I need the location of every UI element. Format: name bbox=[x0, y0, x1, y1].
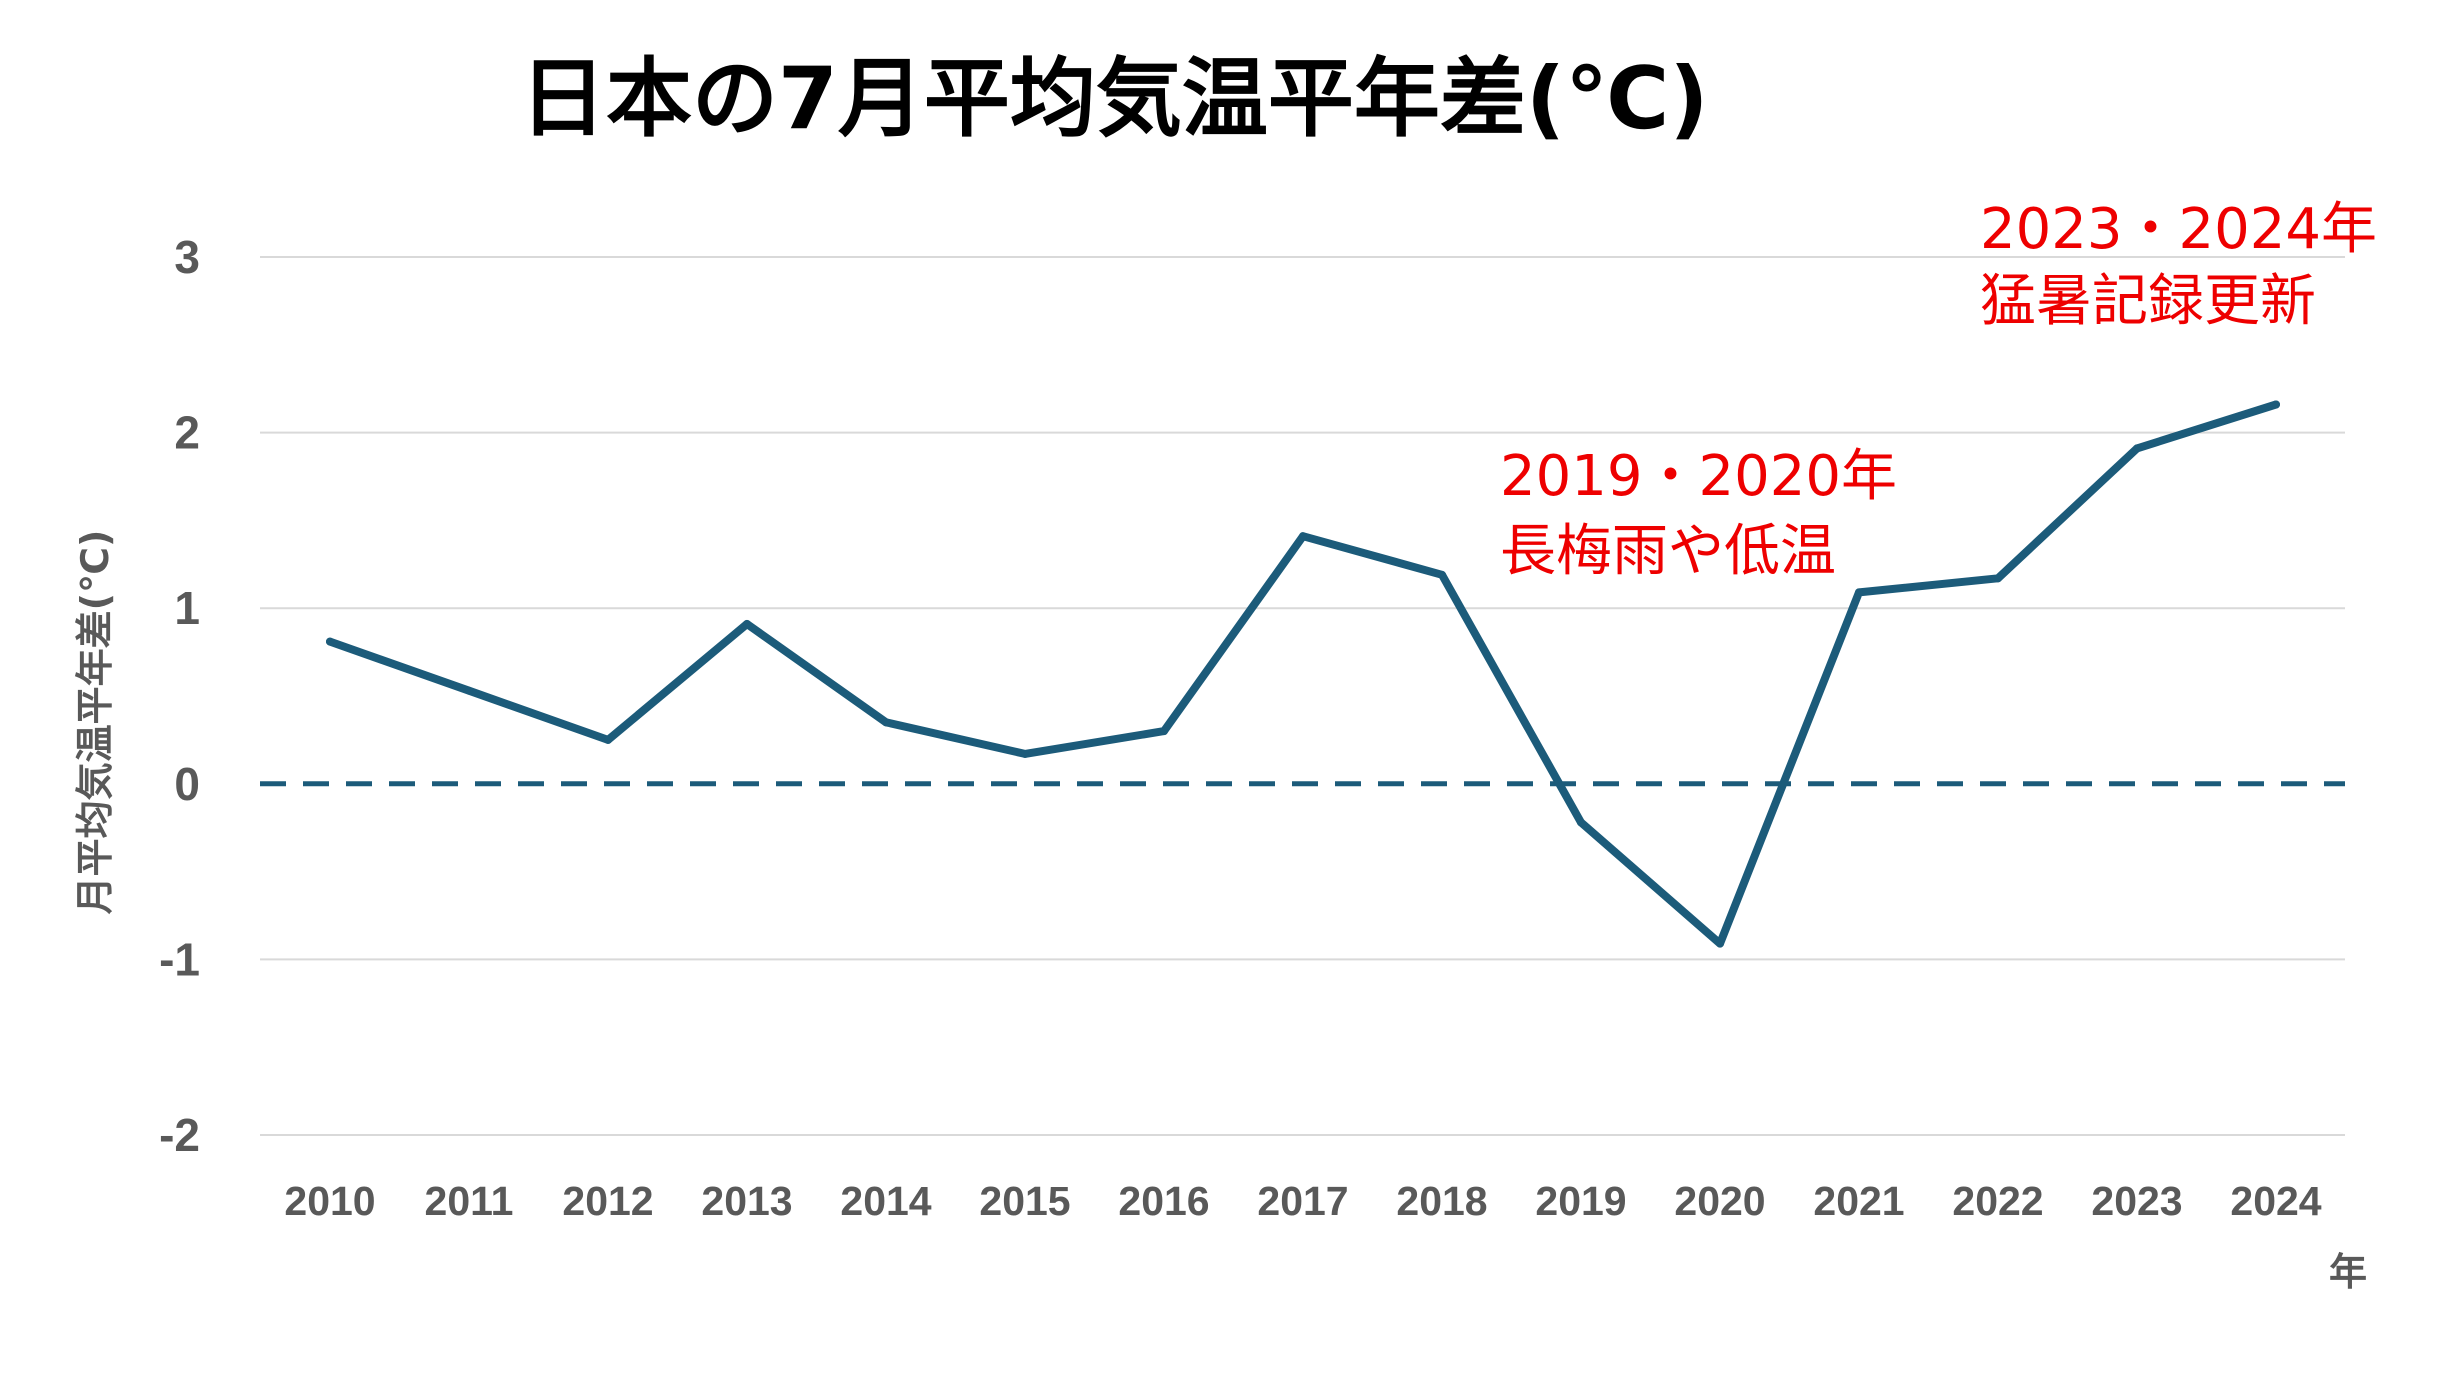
data-point-2014 bbox=[882, 718, 890, 727]
data-point-2016 bbox=[1160, 727, 1168, 736]
x-tick-label: 2015 bbox=[979, 1178, 1070, 1224]
x-tick-label: 2022 bbox=[1952, 1178, 2043, 1224]
x-tick-label: 2011 bbox=[425, 1178, 514, 1224]
x-tick-label: 2019 bbox=[1535, 1178, 1626, 1224]
data-point-2019 bbox=[1577, 818, 1585, 827]
annotation-rainy-season-line1: 2019・2020年 bbox=[1500, 444, 1897, 509]
data-point-2022 bbox=[1994, 574, 2002, 583]
data-point-2020 bbox=[1716, 939, 1724, 948]
data-point-2024 bbox=[2272, 400, 2280, 409]
x-tick-label: 2014 bbox=[840, 1178, 931, 1224]
data-point-2015 bbox=[1021, 749, 1029, 758]
data-point-2012 bbox=[604, 735, 612, 744]
series-line bbox=[326, 400, 2280, 948]
data-point-2021 bbox=[1855, 588, 1863, 597]
annotation-rainy-season-line2: 長梅雨や低温 bbox=[1500, 519, 1836, 584]
y-axis-ticks: 3 2 1 0 -1 -2 bbox=[159, 231, 200, 1161]
chart-title: 日本の7月平均気温平年差(℃) bbox=[520, 49, 1709, 149]
y-tick-label: 0 bbox=[174, 758, 200, 810]
annotation-heat-record-line1: 2023・2024年 bbox=[1980, 197, 2377, 262]
series-layer bbox=[326, 400, 2280, 948]
y-tick-label: -1 bbox=[159, 933, 200, 985]
x-tick-label: 2012 bbox=[562, 1178, 653, 1224]
x-tick-label: 2018 bbox=[1396, 1178, 1487, 1224]
y-tick-label: 1 bbox=[174, 582, 200, 634]
gridlines bbox=[260, 256, 2345, 1136]
x-tick-label: 2010 bbox=[284, 1178, 375, 1224]
data-point-2013 bbox=[743, 620, 751, 629]
data-point-2010 bbox=[326, 637, 334, 646]
x-tick-label: 2016 bbox=[1118, 1178, 1209, 1224]
x-tick-label: 2017 bbox=[1257, 1178, 1348, 1224]
y-tick-label: 3 bbox=[174, 231, 200, 283]
annotation-rainy-season: 2019・2020年 長梅雨や低温 bbox=[1500, 444, 1897, 584]
x-axis-ticks: 2010 2011 2012 2013 2014 2015 2016 2017 2018 2019… bbox=[284, 1178, 2321, 1224]
x-tick-label: 2013 bbox=[701, 1178, 792, 1224]
y-tick-label: -2 bbox=[159, 1109, 200, 1161]
data-point-2011 bbox=[465, 686, 473, 695]
data-point-2017 bbox=[1299, 532, 1307, 541]
x-tick-label: 2023 bbox=[2091, 1178, 2182, 1224]
x-tick-label: 2024 bbox=[2230, 1178, 2321, 1224]
annotation-heat-record-line2: 猛暑記録更新 bbox=[1980, 269, 2316, 334]
y-axis-label: 月平均気温平年差(℃) bbox=[73, 530, 117, 915]
x-axis-label: 年 bbox=[2329, 1250, 2367, 1294]
x-tick-label: 2020 bbox=[1674, 1178, 1765, 1224]
data-point-2023 bbox=[2133, 444, 2141, 453]
y-tick-label: 2 bbox=[174, 407, 200, 459]
x-tick-label: 2021 bbox=[1813, 1178, 1904, 1224]
annotation-heat-record: 2023・2024年 猛暑記録更新 bbox=[1980, 197, 2377, 334]
data-point-2018 bbox=[1438, 570, 1446, 579]
